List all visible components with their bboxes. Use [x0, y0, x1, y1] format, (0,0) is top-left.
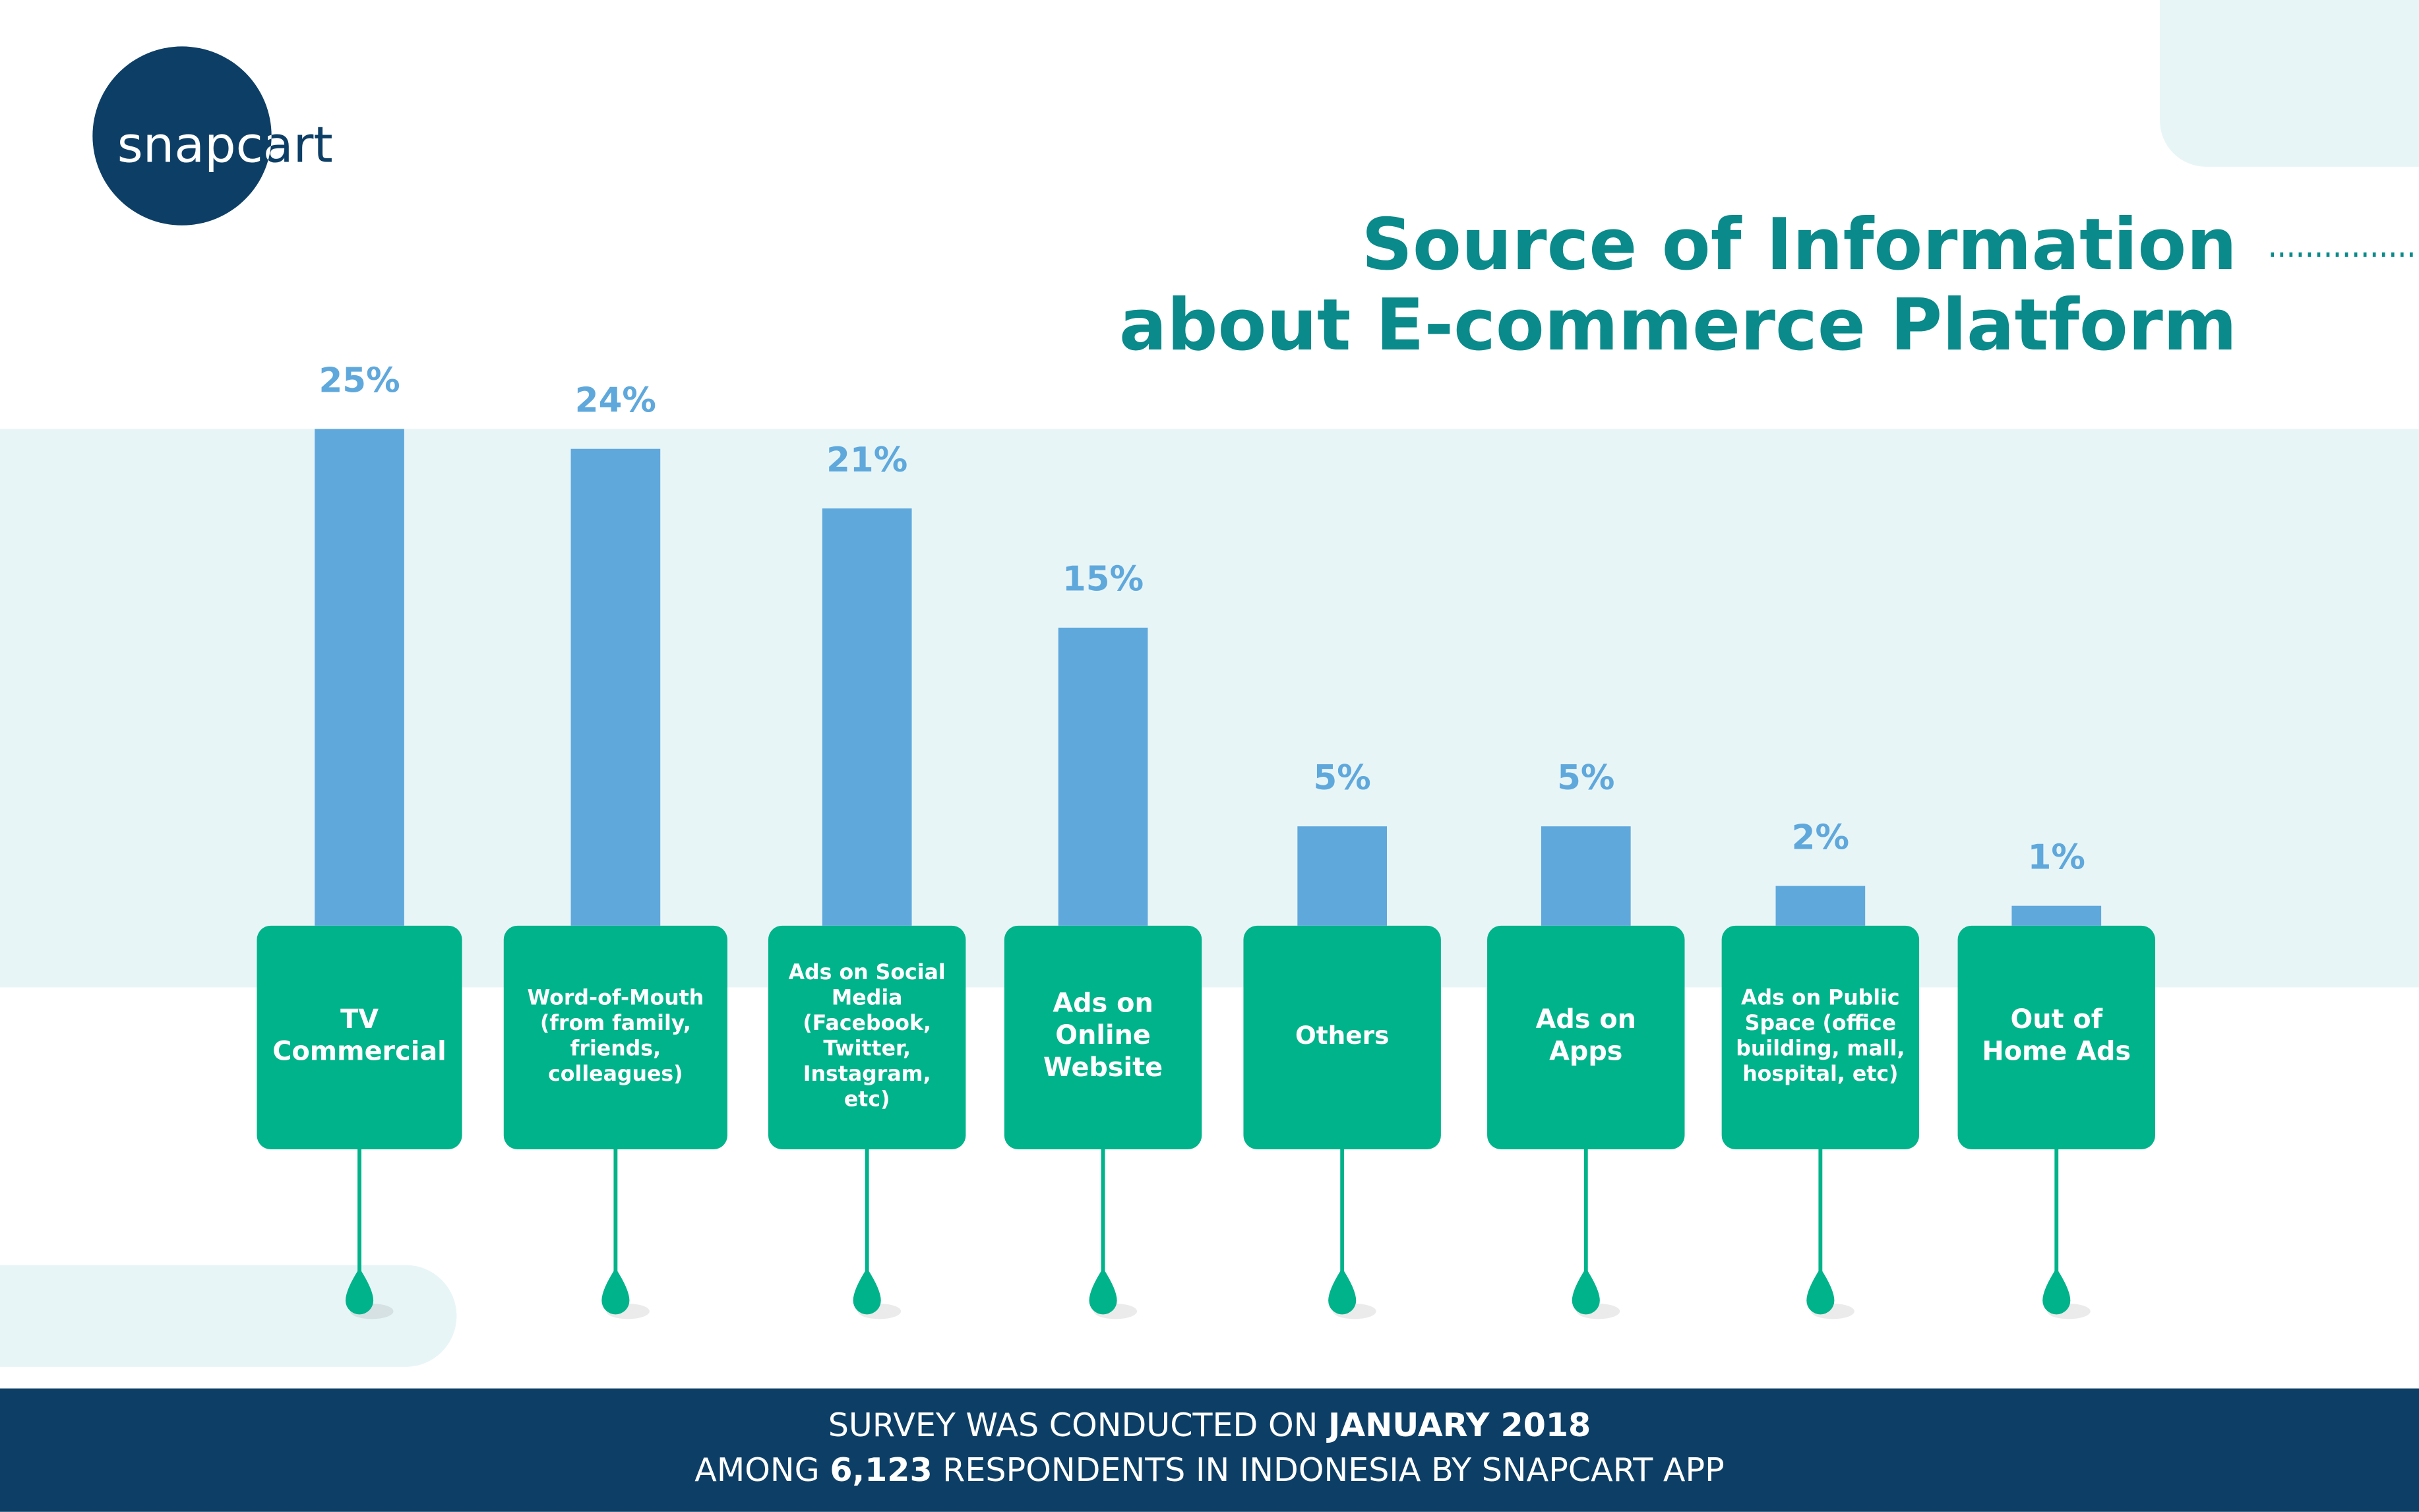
- label-box: [1487, 925, 1685, 1150]
- drop: [853, 1268, 881, 1315]
- value-label: 1%: [2028, 838, 2085, 878]
- decor-shape: [0, 1265, 457, 1367]
- drop: [1328, 1268, 1357, 1315]
- value-label: 21%: [826, 440, 907, 480]
- value-label: 5%: [1557, 758, 1614, 798]
- category-label: Ads on Online Website: [1043, 988, 1163, 1082]
- value-label: 5%: [1313, 758, 1370, 798]
- drop: [601, 1268, 630, 1315]
- label-box: [1004, 925, 1202, 1150]
- value-label: 15%: [1062, 560, 1144, 599]
- bar: [315, 429, 404, 926]
- logo: snapcart: [117, 116, 333, 173]
- drop: [1089, 1268, 1117, 1315]
- bar: [1541, 826, 1631, 926]
- category-label: Word-of-Mouth (from family, friends, collea…: [527, 986, 704, 1086]
- category-label: Ads on Apps: [1536, 1004, 1636, 1066]
- footer-bar: [0, 1388, 2419, 1512]
- footer-line: SURVEY WAS CONDUCTED ON JANUARY 2018: [828, 1406, 1591, 1444]
- category-label: Ads on Public Space (office building, mall…: [1736, 986, 1905, 1086]
- footer-text: AMONG: [694, 1450, 830, 1488]
- category-label: TV Commercial: [272, 1004, 446, 1066]
- category-label: Others: [1295, 1021, 1389, 1050]
- label-box: [1243, 925, 1441, 1150]
- label-box: [1721, 925, 1920, 1150]
- drop: [1806, 1268, 1835, 1315]
- label-box: [503, 925, 727, 1150]
- bar: [1297, 826, 1388, 926]
- drop: [2042, 1268, 2071, 1315]
- footer-line: AMONG 6,123 RESPONDENTS IN INDONESIA BY …: [694, 1450, 1724, 1488]
- bar: [1058, 627, 1148, 926]
- value-label: 24%: [575, 381, 656, 421]
- bar: [2011, 905, 2102, 926]
- bar: [570, 448, 661, 926]
- footer-text: 6,123: [830, 1450, 932, 1488]
- label-box: [257, 925, 462, 1150]
- category-label: Out of Home Ads: [1982, 1004, 2131, 1066]
- drop: [1572, 1268, 1600, 1315]
- label-box: [768, 925, 966, 1150]
- category-label: Ads on Social Media (Facebook, Twitter, Inst…: [789, 961, 946, 1112]
- logo-circle: [92, 46, 272, 226]
- value-label: 2%: [1792, 818, 1849, 857]
- label-box: [1957, 925, 2155, 1150]
- footer-text: JANUARY 2018: [1326, 1406, 1591, 1444]
- drop: [346, 1268, 374, 1315]
- bar: [822, 508, 912, 926]
- decor-shape: [2160, 0, 2419, 167]
- footer-text: SURVEY WAS CONDUCTED ON: [828, 1406, 1328, 1444]
- logo: snapcart: [117, 116, 333, 173]
- bar: [1775, 886, 1866, 926]
- value-label: 25%: [319, 361, 400, 400]
- footer-text: RESPONDENTS IN INDONESIA BY SNAPCART APP: [933, 1450, 1725, 1488]
- chart-title: Source of Information about E-commerce Pl…: [1119, 204, 2237, 367]
